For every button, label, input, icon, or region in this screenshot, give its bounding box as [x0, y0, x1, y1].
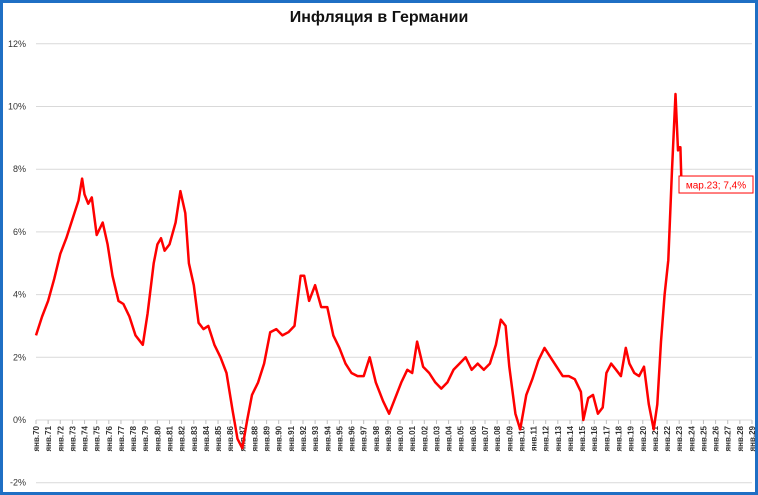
y-tick-label: 8%	[13, 164, 26, 174]
x-tick-label: янв.05	[457, 425, 466, 451]
inflation-series	[34, 92, 683, 450]
x-tick-label: янв.84	[202, 425, 211, 451]
x-tick-label: янв.71	[44, 425, 53, 451]
x-tick-label: янв.20	[639, 425, 648, 451]
x-tick-label: янв.96	[348, 425, 357, 451]
x-tick-label: янв.19	[627, 425, 636, 451]
x-tick-label: янв.24	[687, 425, 696, 451]
x-tick-label: янв.13	[554, 425, 563, 451]
inflation-line	[34, 92, 683, 450]
x-tick-label: янв.14	[566, 425, 575, 451]
x-tick-label: янв.89	[263, 425, 272, 451]
x-tick-label: янв.75	[93, 425, 102, 451]
y-tick-label: 6%	[13, 227, 26, 237]
x-tick-label: янв.78	[129, 425, 138, 451]
x-tick-label: янв.91	[287, 425, 296, 451]
x-tick-label: янв.04	[445, 425, 454, 451]
x-tick-label: янв.29	[748, 425, 757, 451]
annotation-box	[678, 175, 754, 194]
gridlines	[36, 43, 752, 484]
x-tick-label: янв.74	[81, 425, 90, 451]
x-tick-label: янв.27	[724, 425, 733, 451]
x-tick-label: янв.23	[675, 425, 684, 451]
y-tick-label: 4%	[13, 290, 26, 300]
x-tick-label: янв.81	[165, 425, 174, 451]
x-tick-label: янв.16	[590, 425, 599, 451]
x-tick-label: янв.94	[323, 425, 332, 451]
x-tick-label: янв.28	[736, 425, 745, 451]
x-tick-label: янв.80	[153, 425, 162, 451]
chart-title: Инфляция в Германии	[289, 9, 469, 26]
x-tick-label: янв.82	[178, 425, 187, 451]
x-tick-label: янв.10	[517, 425, 526, 451]
x-tick-label: янв.25	[699, 425, 708, 451]
x-tick-label: янв.79	[141, 425, 150, 451]
x-tick-label: янв.02	[420, 425, 429, 451]
x-tick-label: янв.88	[250, 425, 259, 451]
x-tick-label: янв.22	[663, 425, 672, 451]
x-tick-label: янв.21	[651, 425, 660, 451]
x-tick-label: янв.92	[299, 425, 308, 451]
y-tick-label: 12%	[8, 39, 26, 49]
y-axis-labels: -2% 0% 2% 4% 6% 8% 10% 12%	[8, 39, 26, 488]
x-tick-label: янв.03	[432, 425, 441, 451]
x-tick-label: янв.17	[602, 425, 611, 451]
y-tick-label: 10%	[8, 102, 26, 112]
x-tick-label: янв.72	[56, 425, 65, 451]
x-tick-label: янв.95	[335, 425, 344, 451]
x-tick-label: янв.15	[578, 425, 587, 451]
x-tick-label: янв.08	[493, 425, 502, 451]
x-tick-label: янв.76	[105, 425, 114, 451]
x-tick-label: янв.70	[32, 425, 41, 451]
x-tick-label: янв.09	[505, 425, 514, 451]
last-value-annotation: мар.23; 7,4%	[678, 175, 754, 194]
x-axis: янв.70 янв.71 янв.72 янв.73 янв.74 янв.75 янв.…	[32, 420, 757, 452]
y-tick-label: -2%	[10, 478, 26, 488]
x-tick-label: янв.93	[311, 425, 320, 451]
x-tick-label: янв.06	[469, 425, 478, 451]
x-tick-label: янв.18	[615, 425, 624, 451]
x-tick-label: янв.83	[190, 425, 199, 451]
x-tick-label: янв.99	[384, 425, 393, 451]
x-tick-label: янв.11	[530, 425, 539, 451]
x-tick-label: янв.01	[408, 425, 417, 451]
x-tick-label: янв.86	[226, 425, 235, 451]
x-tick-label: янв.00	[396, 425, 405, 451]
y-tick-label: 2%	[13, 352, 26, 362]
x-tick-label: янв.73	[68, 425, 77, 451]
x-tick-label: янв.07	[481, 425, 490, 451]
x-tick-label: янв.98	[372, 425, 381, 451]
x-tick-label: янв.12	[542, 425, 551, 451]
x-tick-label: янв.90	[275, 425, 284, 451]
x-tick-label: янв.77	[117, 425, 126, 451]
x-tick-label: янв.85	[214, 425, 223, 451]
annotation-label: мар.23; 7,4%	[686, 181, 746, 192]
x-tick-label: янв.26	[712, 425, 721, 451]
x-tick-label: янв.97	[360, 425, 369, 451]
y-tick-label: 0%	[13, 415, 26, 425]
